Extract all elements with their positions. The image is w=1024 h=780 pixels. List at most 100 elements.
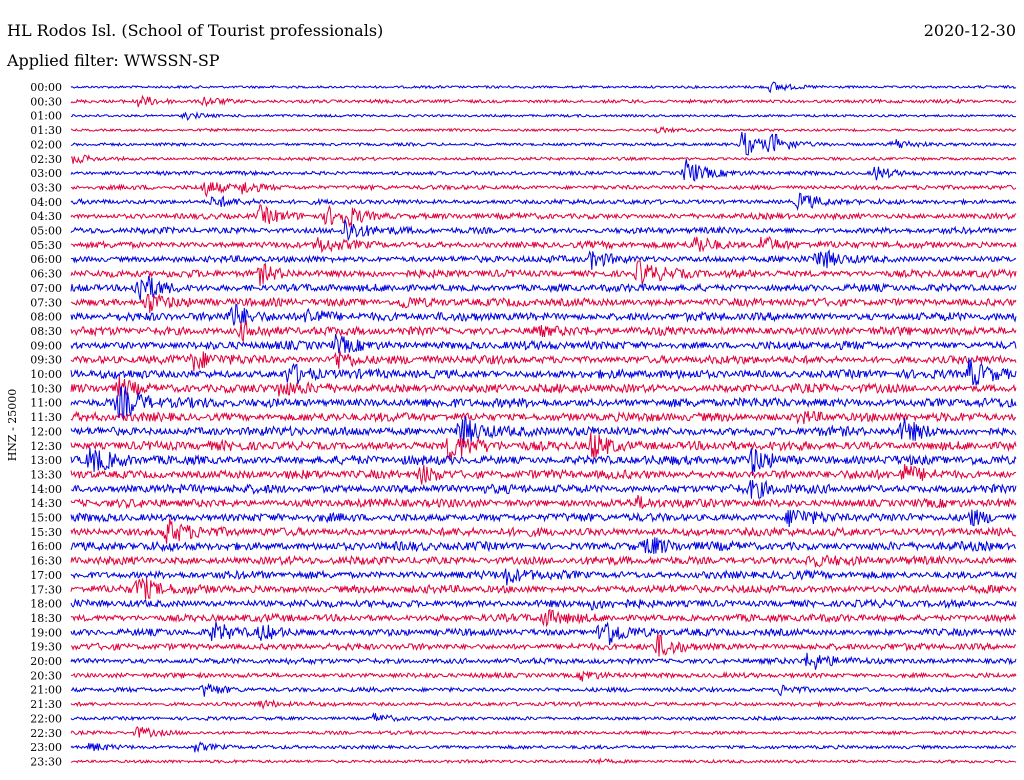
- trace-line: [70, 81, 1017, 94]
- trace-line: [70, 621, 1017, 646]
- trace-line: [70, 432, 1017, 460]
- time-tick-label: 16:30: [30, 555, 62, 568]
- trace-line: [70, 699, 1016, 710]
- trace-line: [70, 131, 1017, 156]
- trace-line: [70, 416, 1017, 448]
- time-tick-label: 16:00: [30, 540, 62, 553]
- trace-line: [70, 479, 1017, 499]
- trace-line: [70, 494, 1017, 510]
- time-tick-label: 13:00: [30, 454, 62, 467]
- time-tick-label: 09:30: [30, 354, 62, 367]
- trace-line: [71, 670, 1017, 682]
- time-tick-label: 17:30: [30, 583, 62, 596]
- trace-line: [70, 236, 1017, 254]
- time-tick-label: 07:30: [30, 296, 62, 309]
- trace-line: [70, 518, 1017, 544]
- time-tick-label: 22:30: [30, 727, 62, 740]
- trace-line: [70, 182, 1017, 198]
- trace-line: [70, 293, 1017, 314]
- trace-line: [70, 410, 1017, 425]
- trace-line: [70, 94, 1017, 108]
- time-tick-label: 20:00: [30, 655, 62, 668]
- time-tick-label: 05:00: [30, 225, 62, 238]
- trace-line: [70, 711, 1017, 722]
- time-tick-label: 21:00: [30, 684, 62, 697]
- time-tick-label: 15:30: [30, 526, 62, 539]
- time-tick-label: 01:30: [30, 124, 62, 137]
- time-tick-label: 23:30: [30, 755, 62, 768]
- time-tick-label: 22:00: [30, 712, 62, 725]
- trace-line: [70, 154, 1017, 164]
- trace-line: [70, 447, 1017, 476]
- time-tick-label: 03:30: [30, 181, 62, 194]
- time-tick-label: 14:30: [30, 497, 62, 510]
- trace-line: [70, 633, 1017, 657]
- trace-line: [70, 725, 1017, 738]
- trace-line: [70, 568, 1017, 586]
- trace-line: [70, 192, 1017, 212]
- y-axis-label: HNZ - 25000: [6, 389, 19, 462]
- trace-line: [70, 464, 1017, 485]
- trace-line: [70, 357, 1017, 386]
- trace-line: [70, 376, 1017, 397]
- trace-line: [70, 333, 1017, 354]
- time-tick-label: 02:30: [30, 153, 62, 166]
- time-tick-label: 12:30: [30, 440, 62, 453]
- trace-line: [70, 652, 1017, 670]
- time-tick-label: 07:00: [30, 282, 62, 295]
- trace-line: [70, 757, 1017, 766]
- time-tick-label: 04:00: [30, 196, 62, 209]
- trace-line: [70, 577, 1017, 600]
- time-tick-label: 15:00: [30, 512, 62, 525]
- time-tick-label: 02:00: [30, 138, 62, 151]
- trace-line: [70, 159, 1017, 182]
- trace-line: [70, 260, 1017, 286]
- trace-line: [70, 219, 1017, 242]
- trace-line: [70, 598, 1017, 611]
- time-tick-label: 19:00: [30, 626, 62, 639]
- trace-line: [70, 126, 1017, 134]
- time-tick-label: 00:00: [30, 81, 62, 94]
- time-tick-label: 08:30: [30, 325, 62, 338]
- trace-line: [70, 386, 1017, 421]
- time-tick-label: 23:00: [30, 741, 62, 754]
- time-tick-label: 14:00: [30, 483, 62, 496]
- trace-line: [70, 350, 1017, 372]
- filter-label: Applied filter: WWSSN-SP: [6, 51, 220, 70]
- time-tick-label: 19:30: [30, 641, 62, 654]
- time-tick-label: 18:30: [30, 612, 62, 625]
- time-tick-label: 20:30: [30, 669, 62, 682]
- time-tick-label: 12:00: [30, 425, 62, 438]
- trace-line: [70, 275, 1017, 301]
- time-tick-label: 03:00: [30, 167, 62, 180]
- time-tick-label: 06:00: [30, 253, 62, 266]
- time-tick-label: 05:30: [30, 239, 62, 252]
- trace-line: [70, 204, 1017, 228]
- date-label: 2020-12-30: [924, 21, 1016, 40]
- time-tick-label: 13:30: [30, 468, 62, 481]
- trace-line: [70, 608, 1017, 628]
- time-tick-label: 21:30: [30, 698, 62, 711]
- trace-line: [70, 554, 1017, 568]
- trace-line: [70, 111, 1017, 121]
- time-tick-label: 04:30: [30, 210, 62, 223]
- time-tick-label: 00:30: [30, 95, 62, 108]
- time-tick-label: 11:30: [30, 411, 62, 424]
- time-tick-label: 18:00: [30, 598, 62, 611]
- station-title: HL Rodos Isl. (School of Tourist profess…: [7, 21, 383, 40]
- trace-line: [70, 249, 1017, 270]
- trace-line: [70, 537, 1017, 554]
- trace-line: [70, 509, 1017, 528]
- trace-line: [70, 682, 1017, 697]
- time-tick-label: 08:00: [30, 311, 62, 324]
- trace-group: [70, 81, 1017, 766]
- time-tick-label: 06:30: [30, 268, 62, 281]
- time-tick-label: 17:00: [30, 569, 62, 582]
- time-tick-label: 10:00: [30, 368, 62, 381]
- trace-line: [70, 319, 1017, 343]
- trace-line: [70, 741, 1017, 753]
- time-tick-label: 01:00: [30, 110, 62, 123]
- time-tick-label: 10:30: [30, 382, 62, 395]
